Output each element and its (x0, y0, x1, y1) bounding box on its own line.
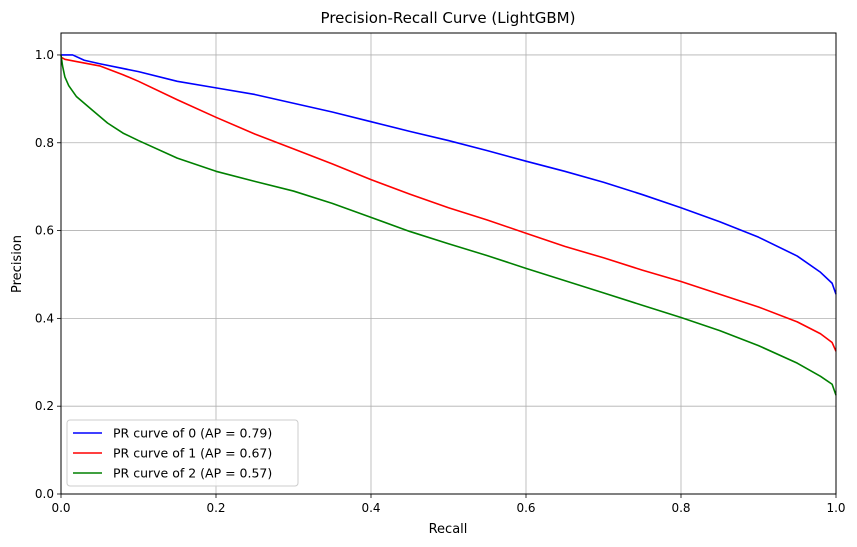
x-axis-label: Recall (429, 522, 468, 537)
y-tick-label: 1.0 (35, 48, 54, 62)
legend: PR curve of 0 (AP = 0.79) PR curve of 1 (… (66, 419, 299, 487)
y-tick-label: 0.6 (35, 224, 54, 238)
y-tick-label: 0.4 (35, 311, 54, 325)
series-lines (60, 54, 837, 396)
series-line-2 (60, 54, 837, 396)
legend-label-2: PR curve of 2 (AP = 0.57) (113, 466, 272, 481)
y-tick-label: 0.2 (35, 399, 54, 413)
x-tick-label: 0.4 (361, 501, 380, 515)
chart-title: Precision-Recall Curve (LightGBM) (321, 9, 576, 27)
y-tick-label: 0.0 (35, 487, 54, 501)
plot-frame (60, 32, 837, 495)
x-tick-label: 0.0 (51, 501, 70, 515)
series-line-1 (60, 56, 837, 352)
x-tick-label: 1.0 (826, 501, 845, 515)
x-tick-label: 0.2 (206, 501, 225, 515)
axis-ticks: 0.0 0.2 0.4 0.6 0.8 1.0 0.0 0.2 0.4 0.6 0.8 1.0 (35, 48, 846, 515)
legend-label-1: PR curve of 1 (AP = 0.67) (113, 446, 272, 461)
y-axis-label: Precision (10, 235, 25, 293)
legend-box (66, 419, 299, 487)
x-tick-label: 0.8 (671, 501, 690, 515)
x-tick-label: 0.6 (516, 501, 535, 515)
series-line-0 (61, 54, 837, 295)
y-tick-label: 0.8 (35, 136, 54, 150)
legend-label-0: PR curve of 0 (AP = 0.79) (113, 426, 272, 441)
